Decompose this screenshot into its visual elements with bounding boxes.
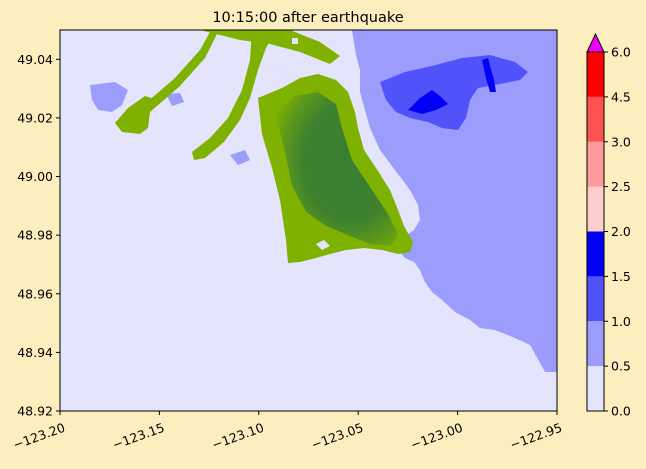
x-tick-label: −123.15 bbox=[110, 420, 166, 453]
colorbar-segment bbox=[587, 231, 604, 277]
colorbar-segment bbox=[587, 366, 604, 411]
colorbar-tick-label: 0.0 bbox=[611, 404, 631, 419]
x-tick-label: −123.05 bbox=[309, 420, 365, 453]
colorbar-segment bbox=[587, 141, 604, 187]
colorbar-tick-label: 0.5 bbox=[611, 359, 631, 374]
x-tick-label: −123.00 bbox=[409, 420, 465, 453]
water-region-small-a bbox=[230, 150, 250, 165]
land-north-arm bbox=[192, 30, 275, 160]
colorbar-segment bbox=[587, 52, 604, 97]
colorbar-tick-label: 4.5 bbox=[611, 89, 631, 104]
x-tick-label: −123.10 bbox=[210, 420, 266, 453]
land-peninsula-core bbox=[275, 92, 398, 246]
chart-title: 10:15:00 after earthquake bbox=[212, 10, 403, 26]
water-region-high-2 bbox=[482, 58, 496, 92]
colorbar-tick-label: 2.5 bbox=[611, 179, 631, 194]
water-region-east bbox=[352, 30, 557, 372]
y-tick-label: 48.98 bbox=[17, 228, 53, 243]
water-region-south-spit bbox=[515, 278, 557, 303]
x-axis: −123.20 −123.15 −123.10 −123.05 −123.00 −122.… bbox=[11, 411, 564, 452]
colorbar-segment bbox=[587, 276, 604, 322]
colorbar-extend-triangle bbox=[586, 32, 605, 53]
y-tick-label: 49.00 bbox=[17, 169, 53, 184]
colorbar-tick-label: 3.0 bbox=[611, 134, 631, 149]
colorbar-tick-label: 6.0 bbox=[611, 45, 631, 60]
colorbar-segment bbox=[587, 96, 604, 142]
inlet-north bbox=[268, 68, 290, 82]
x-tick-label: −122.95 bbox=[508, 420, 564, 453]
y-tick-label: 49.04 bbox=[17, 52, 53, 67]
colorbar-segment bbox=[587, 186, 604, 232]
y-axis: 49.04 49.02 49.00 48.98 48.96 48.94 48.92 bbox=[17, 52, 60, 419]
land-north-strip bbox=[200, 30, 340, 64]
colorbar-tick-label: 1.5 bbox=[611, 269, 631, 284]
colorbar: 0.0 0.5 1.0 1.5 2.0 2.5 3.0 4.5 6.0 bbox=[586, 32, 631, 419]
water-region-west bbox=[90, 82, 128, 112]
water-region-high bbox=[408, 90, 448, 114]
inlet-dot bbox=[292, 38, 298, 44]
colorbar-tick-label: 2.0 bbox=[611, 224, 631, 239]
y-tick-label: 49.02 bbox=[17, 110, 53, 125]
colorbar-segment bbox=[587, 321, 604, 367]
land-thin-causeway bbox=[140, 32, 218, 112]
y-tick-label: 48.92 bbox=[17, 404, 53, 419]
inlet-south bbox=[316, 240, 330, 250]
y-tick-label: 48.96 bbox=[17, 286, 53, 301]
map-plot bbox=[60, 30, 557, 411]
x-tick-label: −123.20 bbox=[11, 420, 67, 453]
colorbar-tick-label: 1.0 bbox=[611, 314, 631, 329]
plot-frame bbox=[59, 29, 558, 412]
water-region-small-b bbox=[166, 93, 184, 106]
y-tick-label: 48.94 bbox=[17, 345, 53, 360]
